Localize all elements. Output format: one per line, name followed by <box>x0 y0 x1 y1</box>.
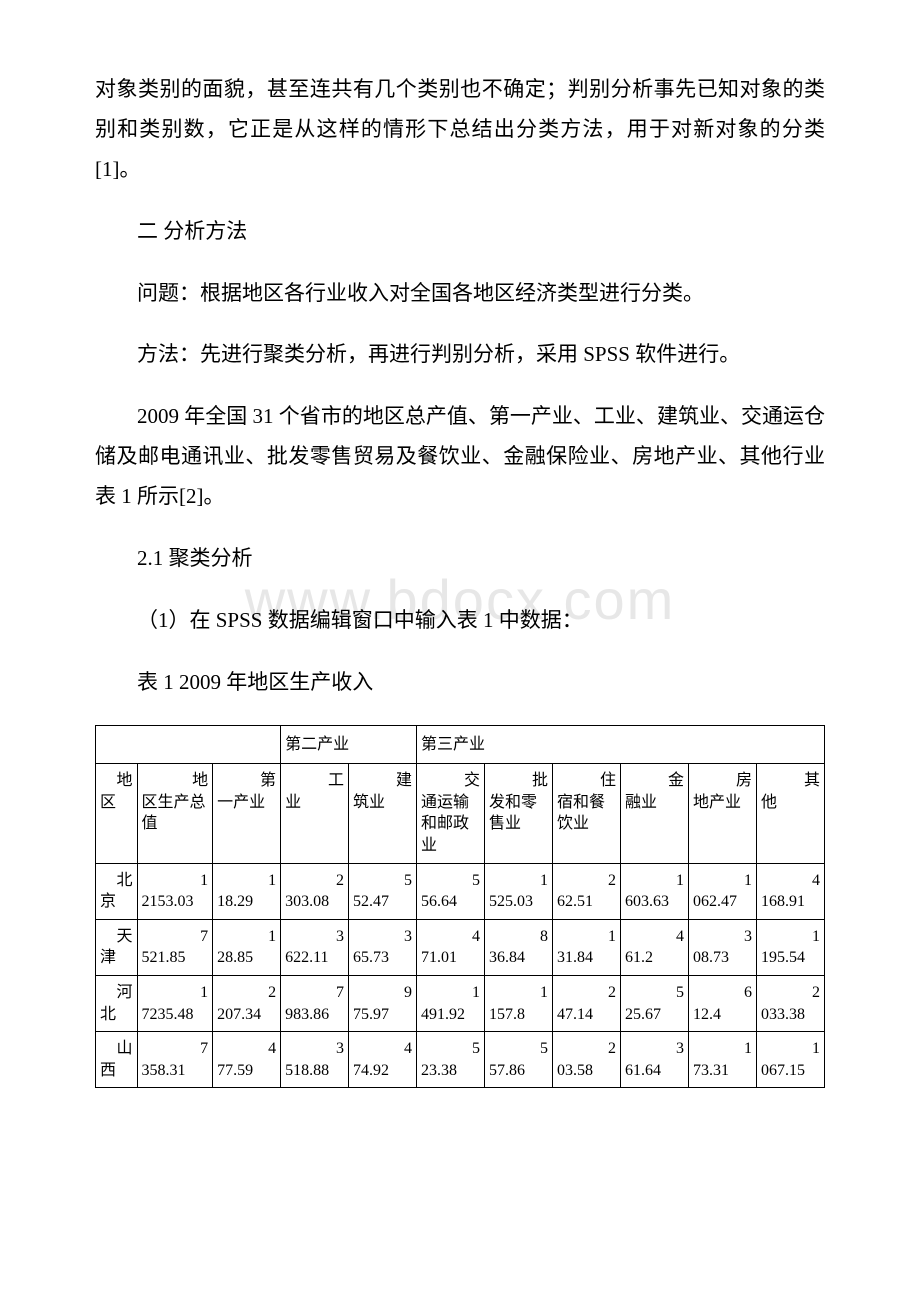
paragraph-problem: 问题：根据地区各行业收入对全国各地区经济类型进行分类。 <box>95 274 825 314</box>
paragraph-step1: （1）在 SPSS 数据编辑窗口中输入表 1 中数据： <box>95 601 825 641</box>
cell-primary: 118.29 <box>213 863 281 919</box>
cell-wholesale: 1157.8 <box>485 976 553 1032</box>
table-row: 河北 17235.48 2207.34 7983.86 975.97 1491.… <box>96 976 825 1032</box>
cell-primary: 128.85 <box>213 919 281 975</box>
cell-region: 河北 <box>96 976 138 1032</box>
group-header-blank <box>96 725 281 764</box>
col-header-construction: 建 筑业 <box>349 764 417 863</box>
table-row: 山西 7358.31 477.59 3518.88 474.92 523.38 … <box>96 1032 825 1088</box>
col-header-other: 其 他 <box>756 764 824 863</box>
col-header-primary: 第 一产业 <box>213 764 281 863</box>
table-group-header-row: 第二产业 第三产业 <box>96 725 825 764</box>
table-caption: 表 1 2009 年地区生产收入 <box>95 663 825 703</box>
cell-other: 1195.54 <box>756 919 824 975</box>
cell-finance: 525.67 <box>620 976 688 1032</box>
cell-hotel: 262.51 <box>553 863 621 919</box>
cell-total: 17235.48 <box>137 976 213 1032</box>
cell-realestate: 612.4 <box>688 976 756 1032</box>
cell-primary: 2207.34 <box>213 976 281 1032</box>
cell-other: 4168.91 <box>756 863 824 919</box>
col-header-finance: 金 融业 <box>620 764 688 863</box>
cell-construction: 365.73 <box>349 919 417 975</box>
cell-finance: 361.64 <box>620 1032 688 1088</box>
cell-region: 山西 <box>96 1032 138 1088</box>
cell-transport: 556.64 <box>417 863 485 919</box>
paragraph-1: 对象类别的面貌，甚至连共有几个类别也不确定；判别分析事先已知对象的类别和类别数，… <box>95 70 825 190</box>
cell-total: 12153.03 <box>137 863 213 919</box>
group-header-tertiary: 第三产业 <box>417 725 825 764</box>
paragraph-data-desc: 2009 年全国 31 个省市的地区总产值、第一产业、工业、建筑业、交通运仓储及… <box>95 397 825 517</box>
cell-finance: 461.2 <box>620 919 688 975</box>
cell-hotel: 247.14 <box>553 976 621 1032</box>
cell-region: 北京 <box>96 863 138 919</box>
cell-construction: 552.47 <box>349 863 417 919</box>
cell-transport: 1491.92 <box>417 976 485 1032</box>
col-header-wholesale: 批 发和零售业 <box>485 764 553 863</box>
cell-construction: 975.97 <box>349 976 417 1032</box>
cell-wholesale: 836.84 <box>485 919 553 975</box>
cell-region: 天津 <box>96 919 138 975</box>
document-body: 对象类别的面貌，甚至连共有几个类别也不确定；判别分析事先已知对象的类别和类别数，… <box>95 70 825 1088</box>
cell-realestate: 173.31 <box>688 1032 756 1088</box>
cell-wholesale: 557.86 <box>485 1032 553 1088</box>
cell-industry: 2303.08 <box>281 863 349 919</box>
cell-other: 1067.15 <box>756 1032 824 1088</box>
cell-industry: 7983.86 <box>281 976 349 1032</box>
col-header-hotel: 住 宿和餐饮业 <box>553 764 621 863</box>
col-header-region: 地 区 <box>96 764 138 863</box>
cell-finance: 1603.63 <box>620 863 688 919</box>
table-column-header-row: 地 区 地 区生产总值 第 一产业 工 业 建 筑业 交 通运输和邮政业 <box>96 764 825 863</box>
col-header-realestate: 房 地产业 <box>688 764 756 863</box>
col-header-transport: 交 通运输和邮政业 <box>417 764 485 863</box>
cell-other: 2033.38 <box>756 976 824 1032</box>
cell-wholesale: 1525.03 <box>485 863 553 919</box>
cell-hotel: 131.84 <box>553 919 621 975</box>
table-row: 天津 7521.85 128.85 3622.11 365.73 471.01 … <box>96 919 825 975</box>
col-header-total: 地 区生产总值 <box>137 764 213 863</box>
subsection-heading-cluster: 2.1 聚类分析 <box>95 539 825 579</box>
cell-total: 7358.31 <box>137 1032 213 1088</box>
section-heading-methods: 二 分析方法 <box>95 212 825 252</box>
region-income-table: 第二产业 第三产业 地 区 地 区生产总值 第 一产业 工 业 建 筑业 <box>95 725 825 1089</box>
table-row: 北京 12153.03 118.29 2303.08 552.47 556.64… <box>96 863 825 919</box>
cell-total: 7521.85 <box>137 919 213 975</box>
cell-realestate: 308.73 <box>688 919 756 975</box>
cell-industry: 3622.11 <box>281 919 349 975</box>
group-header-secondary: 第二产业 <box>281 725 417 764</box>
cell-construction: 474.92 <box>349 1032 417 1088</box>
col-header-industry: 工 业 <box>281 764 349 863</box>
cell-primary: 477.59 <box>213 1032 281 1088</box>
cell-hotel: 203.58 <box>553 1032 621 1088</box>
cell-realestate: 1062.47 <box>688 863 756 919</box>
paragraph-method: 方法：先进行聚类分析，再进行判别分析，采用 SPSS 软件进行。 <box>95 335 825 375</box>
cell-transport: 523.38 <box>417 1032 485 1088</box>
cell-transport: 471.01 <box>417 919 485 975</box>
cell-industry: 3518.88 <box>281 1032 349 1088</box>
